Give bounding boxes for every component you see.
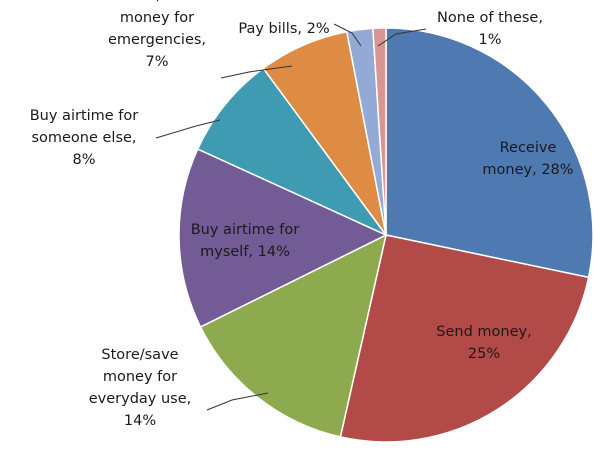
pie-slice-4 <box>178 148 388 328</box>
slice-label-7: Pay bills, 2% <box>238 21 329 37</box>
leader-line-3 <box>206 392 269 411</box>
pie-slice-5 <box>196 67 389 237</box>
pie-slices <box>178 27 594 443</box>
slice-label-4: Buy airtime for myself, 14% <box>191 222 300 260</box>
slice-label-8: None of these, 1% <box>437 10 543 48</box>
slice-label-1: Receive money, 28% <box>482 140 573 178</box>
leader-line-7 <box>333 23 362 47</box>
slice-label-5: Buy airtime for someone else, 8% <box>30 108 139 168</box>
leader-line-8 <box>377 28 427 47</box>
pie-slice-8 <box>372 27 387 236</box>
slice-labels: Receive money, 28% Send money, 25% Store/sav… <box>30 0 574 429</box>
leader-line-6 <box>220 65 293 79</box>
leader-lines <box>155 23 427 411</box>
leader-line-5 <box>155 119 221 139</box>
pie-slice-2 <box>339 234 590 443</box>
slice-label-2: Send money, 25% <box>436 324 531 362</box>
pie-slice-3 <box>199 233 388 438</box>
slice-label-3: Store/save money for everyday use, 14% <box>89 347 192 429</box>
pie-slice-1 <box>385 27 594 279</box>
